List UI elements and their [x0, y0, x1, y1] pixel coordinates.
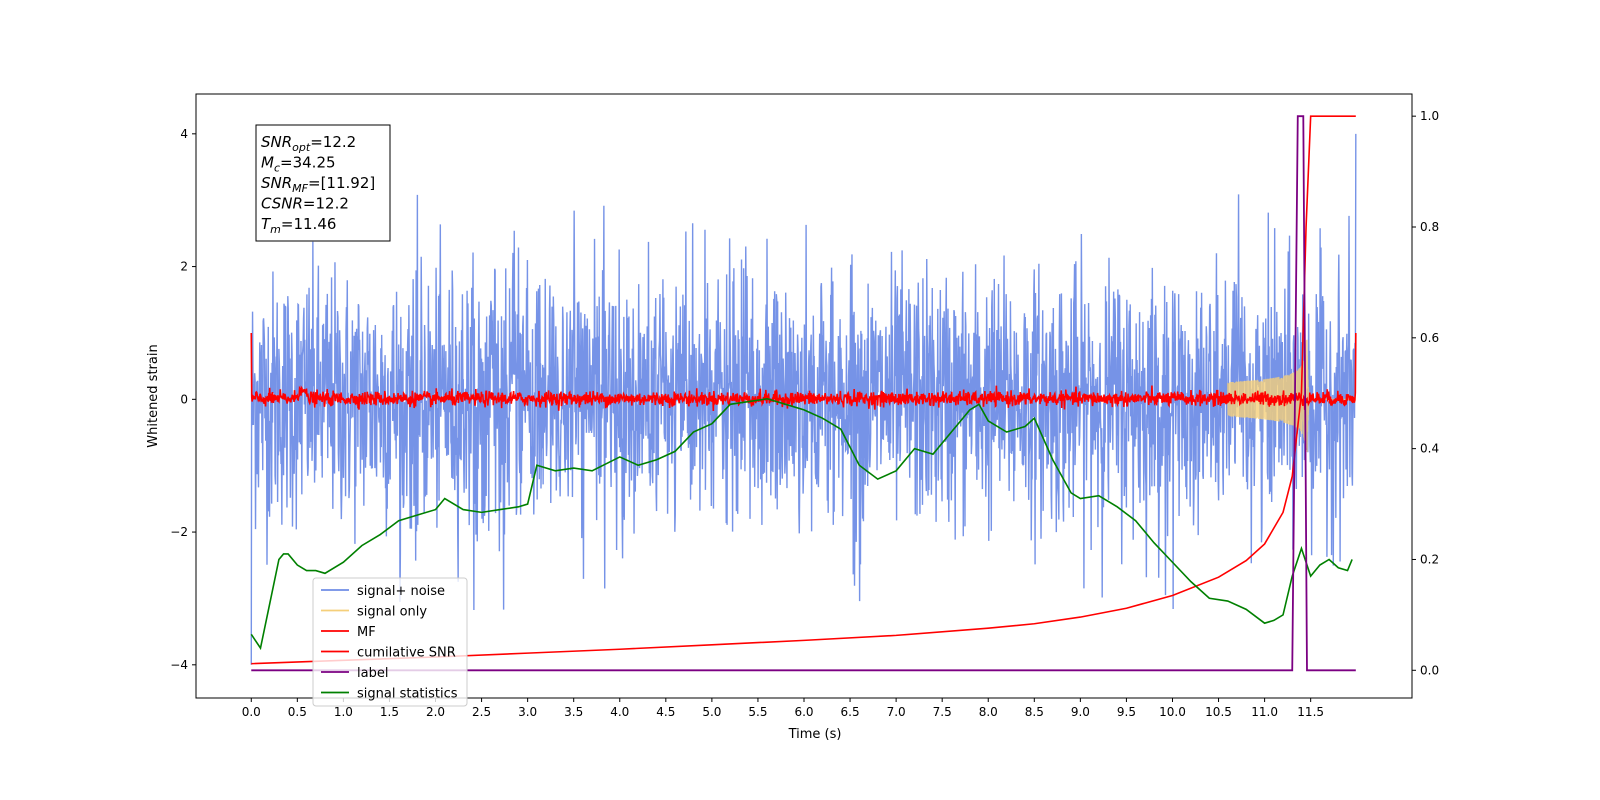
- x-tick-label: 3.0: [518, 705, 537, 719]
- x-tick-label: 7.5: [933, 705, 952, 719]
- y2-tick-label: 1.0: [1420, 109, 1439, 123]
- annotation-line: Tm=11.46: [261, 215, 336, 236]
- legend-entry: label: [357, 666, 388, 681]
- x-tick-label: 8.5: [1025, 705, 1044, 719]
- legend: signal+ noise signal only MF cumilative SNR…: [312, 577, 468, 707]
- y-axis-label: Whitened strain: [146, 344, 161, 447]
- x-tick-label: 4.0: [610, 705, 629, 719]
- x-tick-label: 5.5: [748, 705, 767, 719]
- x-tick-label: 4.5: [656, 705, 675, 719]
- series-label: [251, 115, 1356, 672]
- annotation-box: SNRopt=12.2Mc=34.25SNRMF=[11.92]CSNR=12.…: [255, 124, 391, 242]
- y2-tick-label: 0.8: [1420, 220, 1439, 234]
- y2-tick-label: 0.6: [1420, 331, 1439, 345]
- x-tick-label: 2.5: [472, 705, 491, 719]
- legend-entry: cumilative SNR: [357, 646, 456, 661]
- annotation-frame: [255, 124, 391, 242]
- y-tick-label: −2: [170, 525, 188, 539]
- x-axis-ticks: 0.0 0.5 1.0 1.5 2.0 2.5 3.0 3.5 4.0 4.5 5.0 5.5 6.0 6…: [242, 698, 1324, 719]
- x-tick-label: 1.0: [334, 705, 353, 719]
- legend-entry: MF: [357, 625, 376, 640]
- x-axis-label: Time (s): [788, 727, 842, 742]
- x-tick-label: 6.0: [794, 705, 813, 719]
- annotation-line: Mc=34.25: [261, 154, 336, 175]
- y-tick-label: 0: [180, 392, 188, 406]
- x-tick-label: 7.0: [887, 705, 906, 719]
- x-tick-label: 0.5: [288, 705, 307, 719]
- y-axis-ticks: −4 −2 0 2 4: [170, 127, 196, 672]
- x-tick-label: 11.5: [1297, 705, 1324, 719]
- series-signal-statistics: [250, 397, 1353, 651]
- legend-frame: [312, 577, 468, 707]
- y-tick-label: −4: [170, 658, 188, 672]
- plot-content: [250, 115, 1357, 672]
- legend-entry: signal only: [357, 605, 427, 620]
- x-tick-label: 0.0: [242, 705, 261, 719]
- y2-tick-label: 0.0: [1420, 663, 1439, 677]
- series-cumulative-snr: [251, 115, 1356, 665]
- annotation-line: SNRopt=12.2: [261, 133, 356, 154]
- x-tick-label: 5.0: [702, 705, 721, 719]
- legend-entry: signal statistics: [357, 687, 458, 702]
- annotation-line: SNRMF=[11.92]: [261, 174, 375, 195]
- x-tick-label: 1.5: [380, 705, 399, 719]
- x-tick-label: 6.5: [841, 705, 860, 719]
- series-signal-noise: [250, 133, 1357, 665]
- annotation-line: CSNR=12.2: [261, 195, 349, 213]
- y2-axis-ticks: 0.0 0.2 0.4 0.6 0.8 1.0: [1412, 109, 1439, 677]
- x-tick-label: 10.0: [1159, 705, 1186, 719]
- x-tick-label: 10.5: [1205, 705, 1232, 719]
- x-tick-label: 9.5: [1117, 705, 1136, 719]
- y2-tick-label: 0.4: [1420, 442, 1439, 456]
- x-tick-label: 9.0: [1071, 705, 1090, 719]
- legend-entry: signal+ noise: [357, 584, 445, 599]
- y-tick-label: 4: [180, 127, 188, 141]
- y-tick-label: 2: [180, 260, 188, 274]
- x-tick-label: 3.5: [564, 705, 583, 719]
- x-tick-label: 2.0: [426, 705, 445, 719]
- x-tick-label: 11.0: [1251, 705, 1278, 719]
- series-mf: [250, 332, 1357, 412]
- x-tick-label: 8.0: [979, 705, 998, 719]
- y2-tick-label: 0.2: [1420, 552, 1439, 566]
